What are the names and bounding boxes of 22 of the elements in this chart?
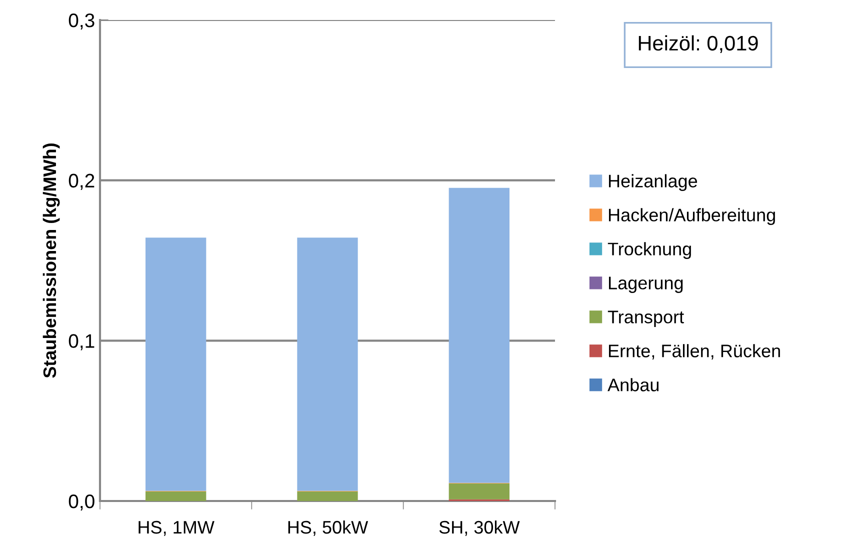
- y-tick-label: 0,1: [68, 334, 94, 350]
- bar: [448, 188, 510, 483]
- y-tick-label: 0,3: [68, 13, 94, 30]
- legend-label: Hacken/Aufbereitung: [608, 208, 775, 225]
- y-axis-title: Staubemissionen (kg/MWh): [42, 144, 60, 378]
- y-tick-label: 0,0: [68, 494, 94, 511]
- x-tick-label: SH, 30kW: [439, 520, 520, 536]
- bar: [146, 491, 206, 501]
- text: Heizöl: 0,019: [638, 35, 758, 54]
- bar: [146, 238, 206, 491]
- bar: [297, 238, 358, 491]
- legend-label: Ernte, Fällen, Rücken: [608, 344, 780, 360]
- bar: [448, 483, 510, 500]
- legend-label: Transport: [608, 310, 684, 327]
- bar: [297, 491, 358, 501]
- x-tick-label: HS, 1MW: [138, 520, 214, 536]
- legend-label: Trocknung: [608, 242, 691, 259]
- legend-label: Heizanlage: [608, 174, 698, 192]
- x-tick-label: HS, 50kW: [288, 520, 368, 536]
- legend-label: Lagerung: [608, 276, 683, 293]
- legend-label: Anbau: [608, 378, 659, 392]
- y-tick-label: 0,2: [68, 174, 94, 190]
